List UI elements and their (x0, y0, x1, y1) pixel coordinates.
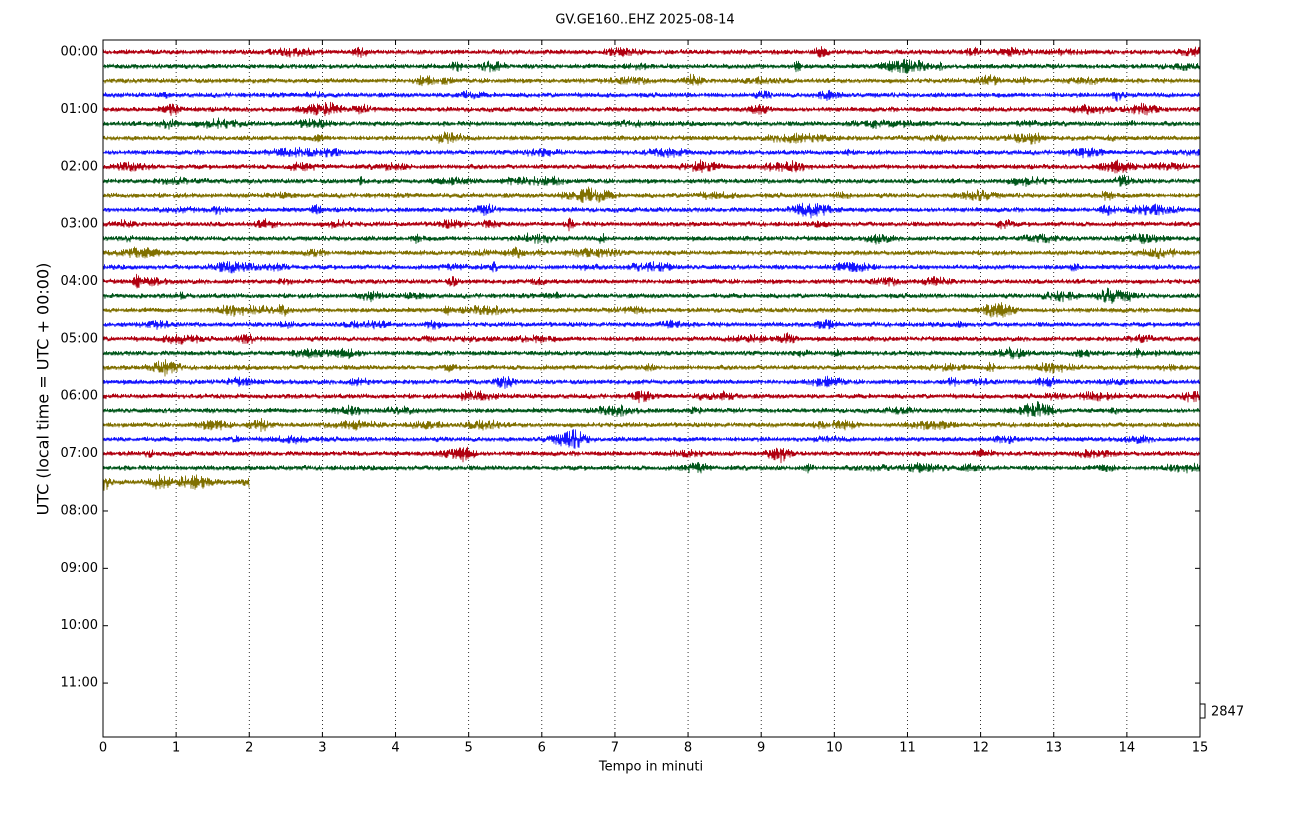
trace (102, 461, 1201, 474)
x-tick-label: 11 (899, 741, 916, 756)
x-tick-label: 15 (1192, 741, 1209, 756)
x-axis-label: Tempo in minuti (598, 760, 703, 775)
x-tick-label: 2 (245, 741, 253, 756)
trace (102, 319, 1201, 330)
y-tick-label: 00:00 (61, 45, 98, 60)
scale-label: 2847 (1211, 705, 1244, 720)
x-tick-label: 13 (1045, 741, 1062, 756)
x-tick-label: 9 (757, 741, 765, 756)
trace (102, 246, 1201, 260)
trace (102, 89, 1201, 102)
trace (102, 186, 1201, 203)
trace (102, 332, 1201, 345)
x-tick-label: 6 (538, 741, 546, 756)
trace (102, 101, 1201, 117)
trace (102, 174, 1201, 187)
trace (102, 375, 1201, 389)
y-tick-label: 08:00 (61, 503, 98, 518)
x-tick-label: 4 (391, 741, 399, 756)
trace (102, 73, 1201, 87)
trace (102, 232, 1201, 245)
y-tick-label: 09:00 (61, 561, 98, 576)
x-tick-label: 7 (611, 741, 619, 756)
trace (102, 159, 1201, 174)
trace (102, 287, 1201, 304)
x-tick-label: 12 (972, 741, 989, 756)
trace (102, 46, 1201, 58)
trace (102, 261, 1201, 274)
trace (102, 146, 1201, 159)
y-axis-label: UTC (local time = UTC + 00:00) (34, 263, 53, 516)
y-tick-label: 10:00 (61, 618, 98, 633)
y-tick-label: 01:00 (61, 102, 98, 117)
trace (102, 417, 1201, 433)
chart-title: GV.GE160..EHZ 2025-08-14 (555, 13, 734, 28)
y-tick-label: 04:00 (61, 274, 98, 289)
trace (102, 202, 1201, 219)
y-tick-label: 05:00 (61, 331, 98, 346)
y-tick-label: 03:00 (61, 217, 98, 232)
x-tick-label: 5 (465, 741, 473, 756)
y-tick-label: 07:00 (61, 446, 98, 461)
trace (102, 58, 1201, 74)
y-tick-label: 02:00 (61, 159, 98, 174)
trace (102, 117, 1201, 130)
y-tick-label: 11:00 (61, 676, 98, 691)
trace (102, 217, 1201, 232)
trace (102, 446, 1201, 464)
x-tick-label: 3 (318, 741, 326, 756)
trace (102, 390, 1201, 404)
x-tick-label: 8 (684, 741, 692, 756)
scale-bar (1200, 703, 1206, 719)
trace (102, 131, 1201, 145)
trace (102, 359, 1201, 377)
trace (102, 401, 1201, 418)
plot-frame (102, 39, 1201, 738)
x-tick-label: 14 (1119, 741, 1136, 756)
y-tick-label: 06:00 (61, 389, 98, 404)
trace (102, 302, 1201, 318)
trace (102, 273, 1201, 289)
trace (102, 346, 1201, 360)
x-tick-label: 10 (826, 741, 843, 756)
trace (102, 429, 1201, 449)
x-tick-label: 0 (99, 741, 107, 756)
x-tick-label: 1 (172, 741, 180, 756)
trace (102, 474, 250, 491)
